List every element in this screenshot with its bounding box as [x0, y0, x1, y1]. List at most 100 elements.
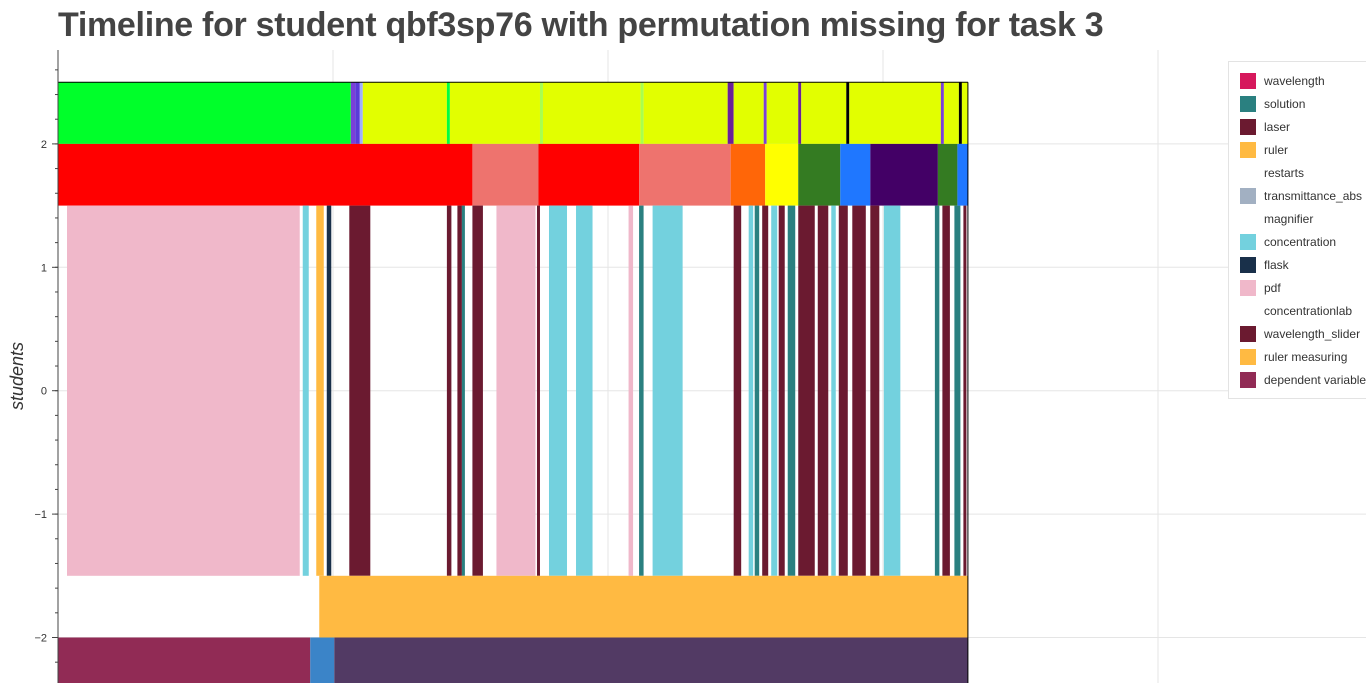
- timeline-bar[interactable]: [538, 143, 640, 206]
- legend-item[interactable]: transmittance_abs: [1229, 185, 1366, 208]
- timeline-bar[interactable]: [316, 205, 324, 576]
- legend-swatch: [1240, 73, 1256, 89]
- timeline-bar[interactable]: [748, 205, 754, 576]
- y-tick-label: 2: [41, 139, 47, 151]
- timeline-bar[interactable]: [762, 205, 769, 576]
- legend-item[interactable]: concentration: [1229, 231, 1366, 254]
- timeline-bar[interactable]: [733, 82, 764, 144]
- timeline-bar[interactable]: [457, 205, 462, 576]
- timeline-bar[interactable]: [763, 82, 767, 144]
- timeline-bar[interactable]: [958, 82, 962, 144]
- legend-swatch: [1240, 372, 1256, 388]
- timeline-bar[interactable]: [870, 205, 880, 576]
- legend-item[interactable]: wavelength: [1229, 70, 1366, 93]
- timeline-bar[interactable]: [883, 205, 901, 576]
- timeline-bar[interactable]: [840, 143, 871, 206]
- timeline-bar[interactable]: [359, 82, 363, 144]
- timeline-bar[interactable]: [954, 205, 961, 576]
- timeline-bar[interactable]: [765, 143, 799, 206]
- legend-item[interactable]: laser: [1229, 116, 1366, 139]
- timeline-bar[interactable]: [319, 575, 968, 638]
- timeline-bar[interactable]: [643, 82, 728, 144]
- y-axis: −2 −1 0 1 2: [34, 50, 59, 683]
- legend-label: solution: [1264, 97, 1306, 111]
- timeline-bar[interactable]: [639, 205, 644, 576]
- legend-item[interactable]: pdf: [1229, 277, 1366, 300]
- timeline-bar[interactable]: [362, 82, 447, 144]
- timeline-bar[interactable]: [446, 82, 450, 144]
- timeline-bar[interactable]: [940, 82, 944, 144]
- timeline-bar[interactable]: [446, 205, 452, 576]
- timeline-bar[interactable]: [846, 82, 850, 144]
- legend-item[interactable]: ruler: [1229, 139, 1366, 162]
- timeline-bar[interactable]: [798, 143, 841, 206]
- legend-item[interactable]: concentrationlab: [1229, 300, 1366, 323]
- legend-item[interactable]: ruler measuring: [1229, 346, 1366, 369]
- legend-label: concentration: [1264, 235, 1337, 249]
- legend-item[interactable]: solution: [1229, 93, 1366, 116]
- timeline-bar[interactable]: [472, 205, 483, 576]
- timeline-bar[interactable]: [870, 143, 938, 206]
- timeline-bar[interactable]: [58, 82, 351, 144]
- timeline-bar[interactable]: [961, 82, 968, 144]
- timeline-bar[interactable]: [639, 143, 731, 206]
- timeline-bar[interactable]: [310, 637, 335, 683]
- legend-item[interactable]: restarts: [1229, 162, 1366, 185]
- timeline-bar[interactable]: [852, 205, 866, 576]
- legend-label: transmittance_abs: [1264, 189, 1363, 203]
- legend-label: flask: [1264, 258, 1289, 272]
- timeline-bar[interactable]: [801, 82, 847, 144]
- timeline-bar[interactable]: [326, 205, 332, 576]
- timeline-bar[interactable]: [963, 205, 967, 576]
- timeline-bar[interactable]: [730, 143, 766, 206]
- legend[interactable]: wavelength solution laser ruler restarts tran…: [1228, 61, 1366, 399]
- timeline-bar[interactable]: [942, 205, 950, 576]
- timeline-bar[interactable]: [302, 205, 309, 576]
- timeline-bar[interactable]: [349, 205, 371, 576]
- timeline-bar[interactable]: [576, 205, 593, 576]
- timeline-bar[interactable]: [831, 205, 836, 576]
- legend-label: ruler: [1264, 143, 1289, 157]
- timeline-bar[interactable]: [934, 205, 940, 576]
- timeline-bar[interactable]: [67, 205, 300, 576]
- timeline-bar[interactable]: [943, 82, 959, 144]
- timeline-bar[interactable]: [449, 82, 540, 144]
- timeline-bar[interactable]: [798, 82, 802, 144]
- timeline-bar[interactable]: [957, 143, 968, 206]
- timeline-bar[interactable]: [350, 82, 356, 144]
- timeline-bar[interactable]: [355, 82, 360, 144]
- timeline-bar[interactable]: [937, 143, 958, 206]
- legend-item[interactable]: magnifier: [1229, 208, 1366, 231]
- timeline-bar[interactable]: [652, 205, 683, 576]
- timeline-bar[interactable]: [58, 637, 311, 683]
- timeline-bar[interactable]: [849, 82, 941, 144]
- timeline-segments[interactable]: [58, 82, 968, 683]
- timeline-bar[interactable]: [798, 205, 815, 576]
- timeline-bar[interactable]: [640, 82, 644, 144]
- legend-item[interactable]: dependent variable: [1229, 369, 1366, 392]
- timeline-bar[interactable]: [838, 205, 848, 576]
- legend-item[interactable]: wavelength_slider: [1229, 323, 1366, 346]
- timeline-bar[interactable]: [628, 205, 634, 576]
- timeline-bar[interactable]: [536, 205, 540, 576]
- timeline-bar[interactable]: [733, 205, 742, 576]
- timeline-bar[interactable]: [787, 205, 796, 576]
- timeline-bar[interactable]: [817, 205, 829, 576]
- timeline-bar[interactable]: [472, 143, 539, 206]
- timeline-bar[interactable]: [727, 82, 734, 144]
- timeline-bar[interactable]: [334, 637, 968, 683]
- timeline-bar[interactable]: [461, 205, 465, 576]
- timeline-bar[interactable]: [58, 143, 473, 206]
- timeline-bar[interactable]: [771, 205, 778, 576]
- legend-item[interactable]: flask: [1229, 254, 1366, 277]
- timeline-bar[interactable]: [548, 205, 568, 576]
- timeline-bar[interactable]: [539, 82, 543, 144]
- timeline-bar[interactable]: [542, 82, 641, 144]
- timeline-bar[interactable]: [754, 205, 760, 576]
- timeline-bar[interactable]: [496, 205, 536, 576]
- legend-swatch: [1240, 142, 1256, 158]
- timeline-bar[interactable]: [778, 205, 785, 576]
- legend-swatch: [1240, 326, 1256, 342]
- timeline-bar[interactable]: [766, 82, 799, 144]
